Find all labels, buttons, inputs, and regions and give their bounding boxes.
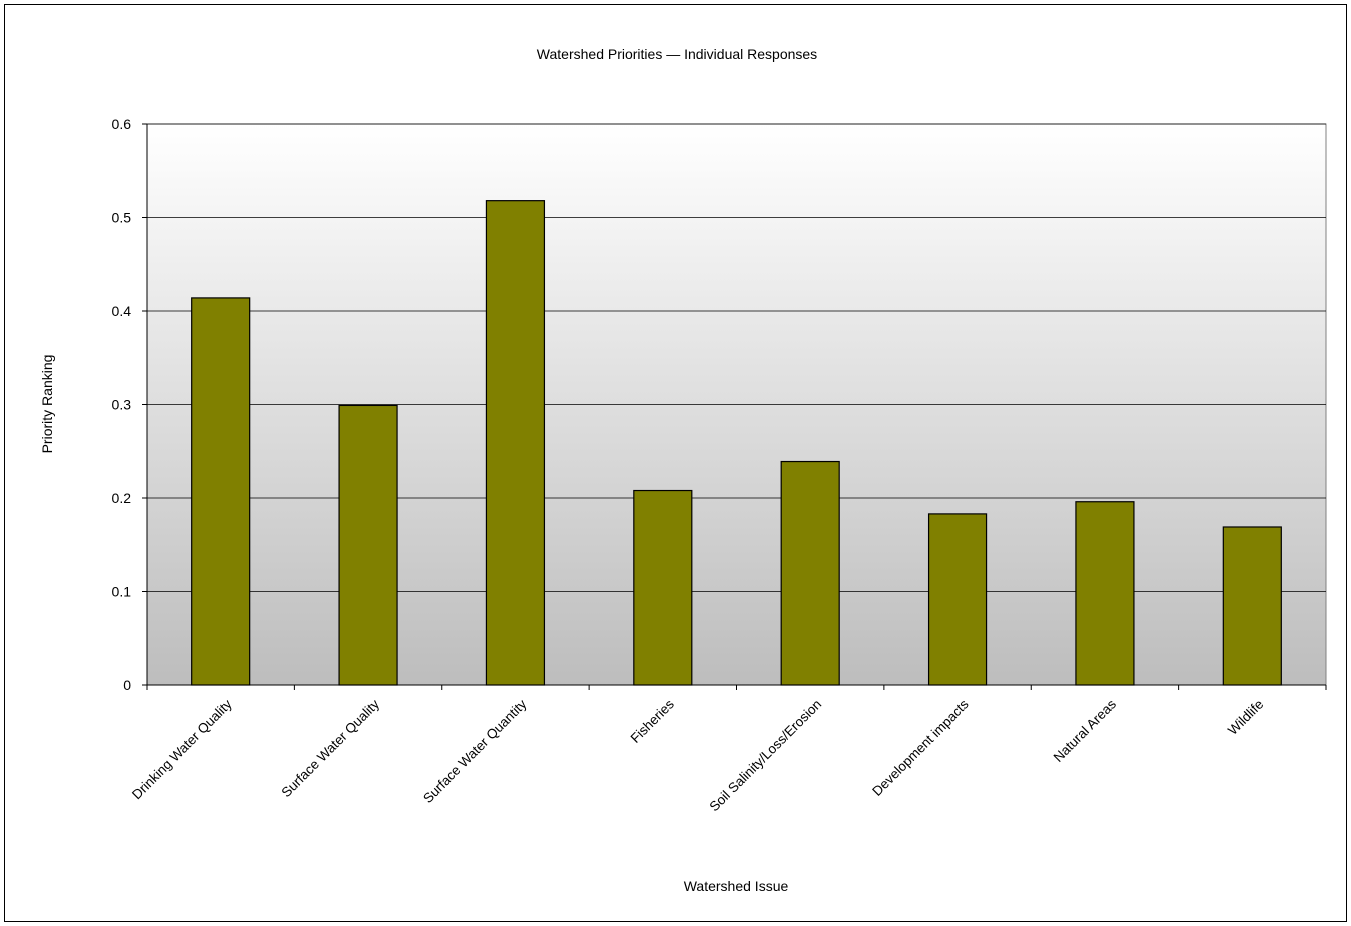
x-tick-label: Wildlife [1225, 697, 1266, 738]
y-tick-label: 0.5 [112, 210, 132, 226]
x-axis: Drinking Water Quality Surface Water Qual… [129, 684, 1327, 815]
x-tick-label: Surface Water Quantity [420, 696, 530, 806]
y-axis-label: Priority Ranking [39, 355, 55, 454]
y-tick-label: 0.3 [112, 397, 132, 413]
bar [1222, 526, 1282, 686]
bar [780, 460, 840, 686]
x-tick-label: Surface Water Quality [279, 696, 383, 800]
y-axis: 0 0.1 0.2 0.3 0.4 0.5 0.6 [112, 116, 148, 693]
bar [1075, 501, 1135, 686]
x-tick-label: Fisheries [628, 696, 678, 746]
y-tick-label: 0 [123, 677, 131, 693]
y-tick-label: 0.1 [112, 584, 132, 600]
y-tick-label: 0.2 [112, 490, 132, 506]
bar [485, 200, 546, 686]
chart-title: Watershed Priorities — Individual Respon… [537, 46, 817, 62]
x-tick-label: Soil Salinity/Loss/Erosion [707, 697, 825, 815]
x-tick-label: Natural Areas [1051, 696, 1120, 765]
bar [927, 513, 988, 686]
bar [633, 489, 693, 686]
x-tick-label: Drinking Water Quality [129, 696, 235, 802]
bar [191, 297, 251, 686]
bars [191, 200, 1282, 686]
x-tick-label: Development impacts [869, 696, 972, 799]
y-tick-label: 0.4 [112, 303, 132, 319]
bar [338, 404, 398, 686]
y-tick-label: 0.6 [112, 116, 132, 132]
x-axis-label: Watershed Issue [684, 878, 789, 894]
